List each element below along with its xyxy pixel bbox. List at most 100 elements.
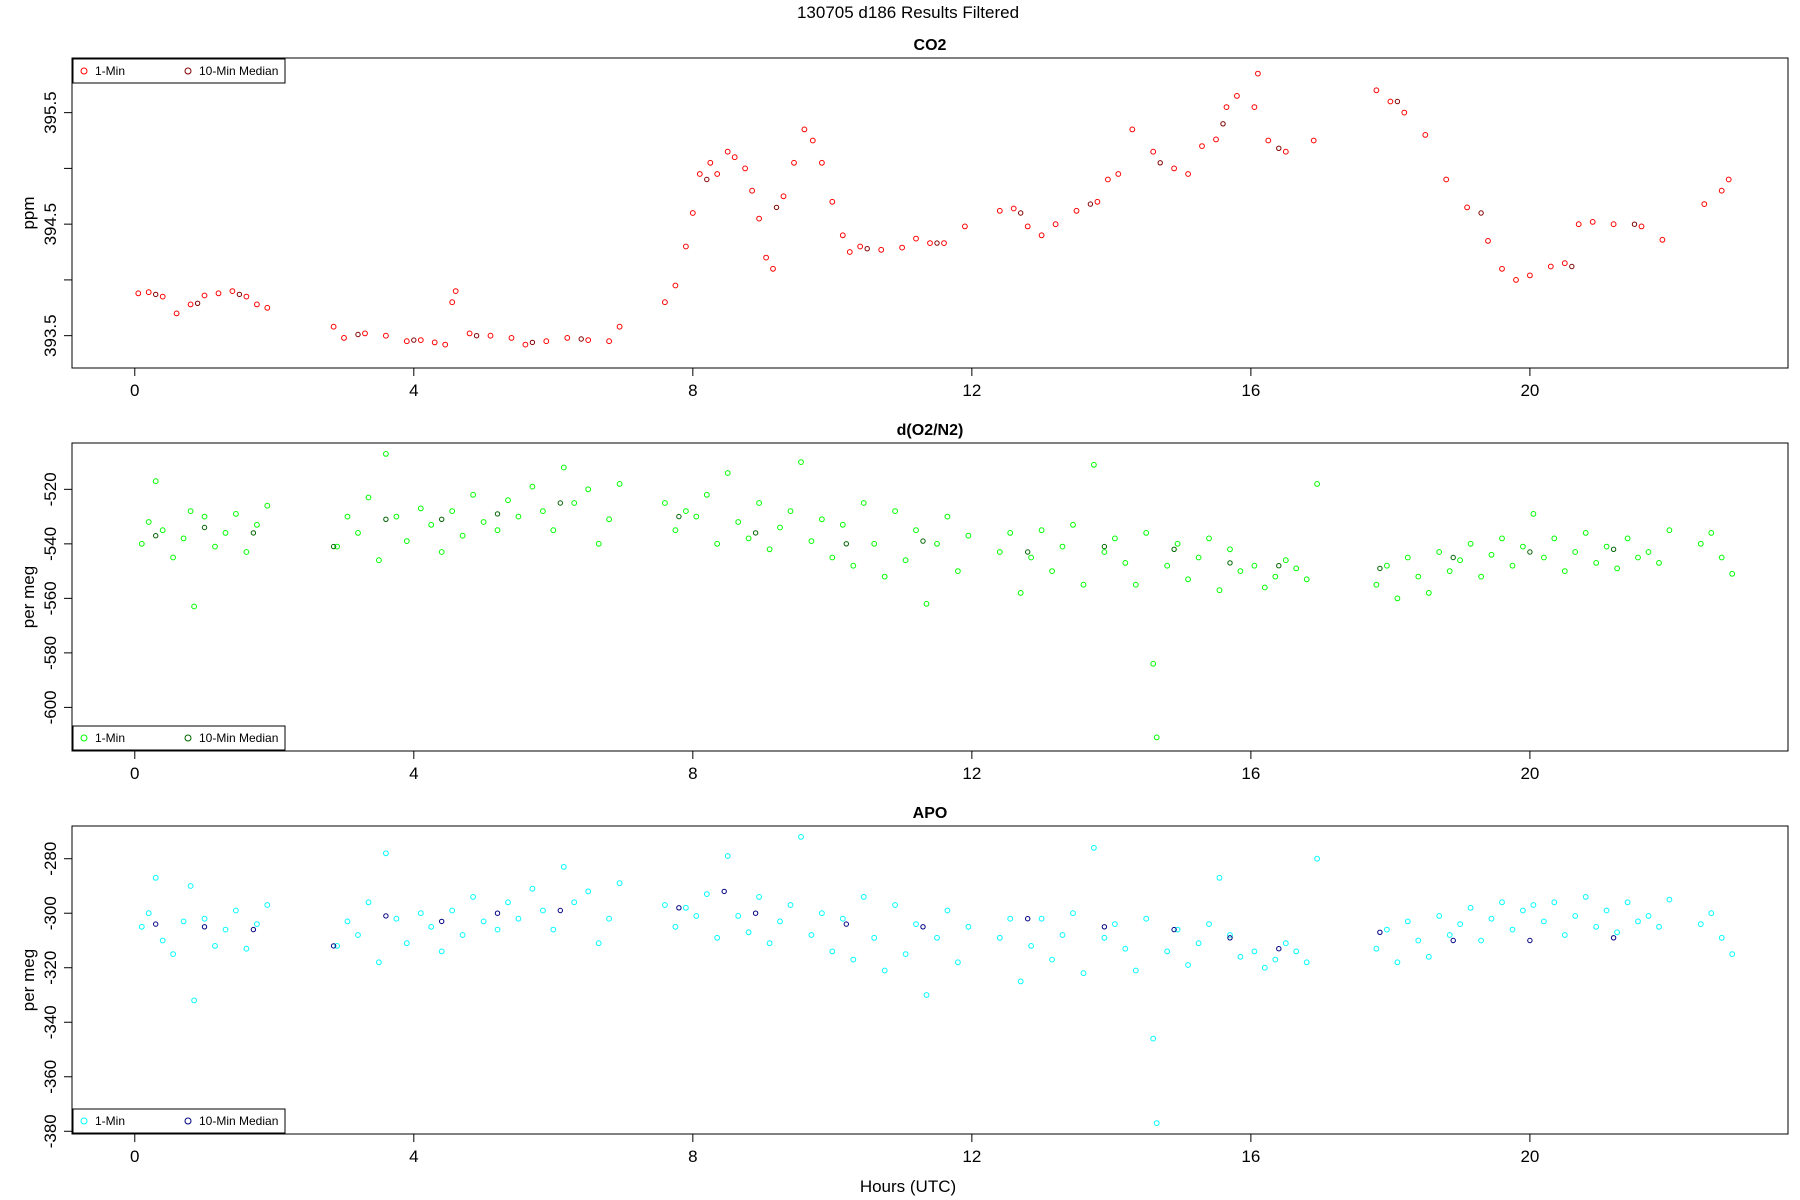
- data-point-one-min: [529, 483, 536, 490]
- data-point-one-min: [1373, 87, 1380, 94]
- data-point-one-min: [417, 337, 424, 344]
- data-point-ten-min-median: [1377, 565, 1383, 572]
- data-point-one-min: [735, 913, 742, 919]
- data-point-one-min: [1213, 136, 1219, 143]
- data-point-one-min: [1115, 171, 1122, 177]
- data-point-one-min: [672, 527, 679, 534]
- chart-panels: CO2 ppm 0 4 8 12 16 20 393.5 394.5 395.5 1-Min 10-Mi…: [19, 37, 1789, 1166]
- data-point-one-min: [564, 335, 571, 341]
- data-point-one-min: [1303, 576, 1310, 583]
- data-point-ten-min-median: [843, 921, 849, 927]
- data-point-one-min: [1272, 956, 1279, 963]
- data-point-one-min: [403, 538, 410, 544]
- data-point-one-min: [480, 918, 487, 925]
- data-point-one-min: [1174, 540, 1181, 547]
- data-point-one-min: [1718, 554, 1725, 561]
- legend-marker: [80, 1117, 88, 1125]
- y-tick-label: 394.5: [41, 203, 60, 246]
- data-point-one-min: [1603, 907, 1610, 914]
- x-tick-label: 8: [688, 1147, 697, 1166]
- data-point-one-min: [1164, 948, 1171, 955]
- data-point-one-min: [222, 530, 229, 536]
- data-point-one-min: [1499, 535, 1505, 542]
- data-point-one-min: [857, 243, 864, 250]
- legend-entry: 1-Min: [95, 64, 125, 78]
- data-point-one-min: [365, 494, 372, 501]
- data-point-one-min: [1282, 148, 1289, 155]
- data-point-one-min: [965, 532, 972, 539]
- legend: 1-Min 10-Min Median: [72, 725, 286, 751]
- data-point-ten-min-median: [1227, 935, 1233, 941]
- legend-entry: 10-Min Median: [199, 1114, 278, 1128]
- data-point-one-min: [1499, 265, 1505, 272]
- data-point-one-min: [1150, 660, 1157, 667]
- data-point-one-min: [152, 874, 159, 881]
- data-point-one-min: [494, 527, 501, 534]
- data-point-one-min: [1697, 921, 1704, 927]
- data-point-one-min: [383, 451, 389, 457]
- x-tick-label: 0: [130, 381, 139, 400]
- data-point-one-min: [1132, 581, 1139, 588]
- data-point-one-min: [1488, 915, 1495, 922]
- data-point-one-min: [1551, 535, 1558, 542]
- data-point-one-min: [508, 335, 515, 341]
- data-point-ten-min-median: [1610, 935, 1617, 941]
- data-point-one-min: [1530, 511, 1537, 517]
- data-point-one-min: [756, 894, 762, 900]
- data-point-one-min: [1237, 953, 1244, 960]
- data-point-one-min: [1223, 104, 1230, 110]
- data-point-one-min: [955, 568, 961, 574]
- y-axis-label: per meg: [19, 566, 38, 628]
- x-tick-label: 4: [409, 764, 418, 783]
- data-point-ten-min-median: [201, 924, 208, 930]
- data-point-one-min: [1446, 932, 1453, 938]
- data-point-one-min: [787, 508, 794, 515]
- legend-marker: [80, 67, 88, 75]
- data-point-one-min: [1227, 546, 1233, 553]
- data-point-one-min: [1028, 554, 1034, 561]
- data-point-one-min: [1251, 562, 1258, 569]
- data-point-one-min: [254, 521, 260, 528]
- data-point-one-min: [1153, 734, 1160, 741]
- data-point-ten-min-median: [194, 300, 201, 306]
- data-point-one-min: [934, 934, 940, 941]
- data-point-ten-min-median: [1087, 201, 1094, 207]
- data-point-ten-min-median: [153, 533, 159, 539]
- data-point-one-min: [1195, 554, 1202, 561]
- data-point-one-min: [1261, 584, 1268, 591]
- data-point-one-min: [860, 500, 867, 506]
- data-point-one-min: [1415, 937, 1422, 944]
- data-point-one-min: [1645, 549, 1652, 555]
- data-point-one-min: [1603, 543, 1610, 550]
- data-point-one-min: [470, 894, 477, 900]
- data-point-one-min: [1697, 540, 1704, 547]
- data-point-one-min: [1028, 943, 1034, 949]
- data-point-one-min: [791, 159, 797, 166]
- x-tick-label: 4: [409, 381, 418, 400]
- data-point-one-min: [264, 902, 271, 908]
- data-point-one-min: [1404, 554, 1411, 561]
- data-point-one-min: [1436, 549, 1443, 555]
- data-point-one-min: [881, 573, 888, 580]
- data-point-one-min: [1499, 899, 1505, 906]
- data-point-one-min: [1251, 104, 1258, 110]
- x-tick-label: 20: [1520, 1147, 1539, 1166]
- data-point-one-min: [1185, 962, 1191, 968]
- data-point-one-min: [749, 187, 755, 194]
- data-point-one-min: [1049, 568, 1055, 574]
- data-point-one-min: [1467, 904, 1474, 911]
- data-point-one-min: [470, 491, 477, 498]
- data-point-one-min: [159, 937, 166, 944]
- legend-box: [72, 1108, 286, 1134]
- data-point-one-min: [1614, 929, 1620, 936]
- data-point-one-min: [1122, 945, 1129, 952]
- data-point-one-min: [1293, 565, 1300, 572]
- data-point-ten-min-median: [1631, 221, 1638, 227]
- data-point-ten-min-median: [330, 943, 337, 949]
- data-point-one-min: [515, 915, 522, 922]
- data-point-one-min: [1488, 551, 1495, 558]
- data-point-one-min: [1589, 219, 1596, 225]
- data-point-ten-min-median: [153, 291, 159, 298]
- data-point-ten-min-median: [704, 176, 710, 183]
